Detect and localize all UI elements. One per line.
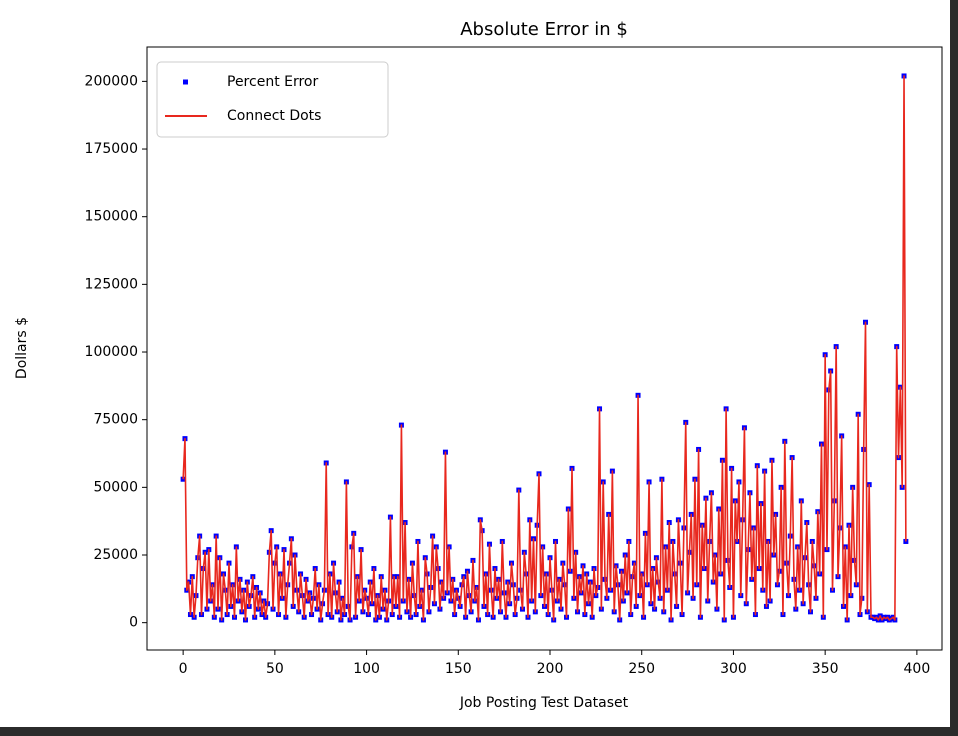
legend-label: Connect Dots [227, 108, 321, 124]
x-tick-label: 300 [720, 661, 747, 677]
y-tick-label: 100000 [85, 344, 138, 360]
legend-marker [183, 79, 188, 85]
chart-title: Absolute Error in $ [460, 19, 628, 40]
x-tick-label: 350 [812, 661, 839, 677]
y-tick-label: 150000 [85, 209, 138, 225]
window-edge [950, 0, 958, 736]
x-tick-label: 400 [904, 661, 931, 677]
x-tick-label: 200 [537, 661, 564, 677]
x-tick-label: 100 [353, 661, 380, 677]
x-tick-label: 150 [445, 661, 472, 677]
x-axis-label: Job Posting Test Dataset [459, 695, 629, 711]
y-tick-label: 200000 [85, 73, 138, 89]
legend-label: Percent Error [227, 74, 318, 90]
x-tick-label: 50 [266, 661, 284, 677]
y-tick-label: 75000 [93, 412, 138, 428]
plot-frame [146, 46, 943, 651]
y-tick-label: 125000 [85, 276, 138, 292]
y-tick-label: 0 [129, 615, 138, 631]
y-tick-label: 50000 [93, 479, 138, 495]
y-tick-label: 175000 [85, 141, 138, 157]
point [180, 476, 186, 482]
line [182, 75, 907, 621]
y-axis-label: Dollars $ [14, 317, 30, 379]
x-tick-label: 0 [179, 661, 188, 677]
y-tick-label: 25000 [93, 547, 138, 563]
window-edge [0, 727, 958, 736]
x-tick-label: 250 [628, 661, 655, 677]
legend-box [156, 61, 389, 138]
point [903, 538, 909, 544]
